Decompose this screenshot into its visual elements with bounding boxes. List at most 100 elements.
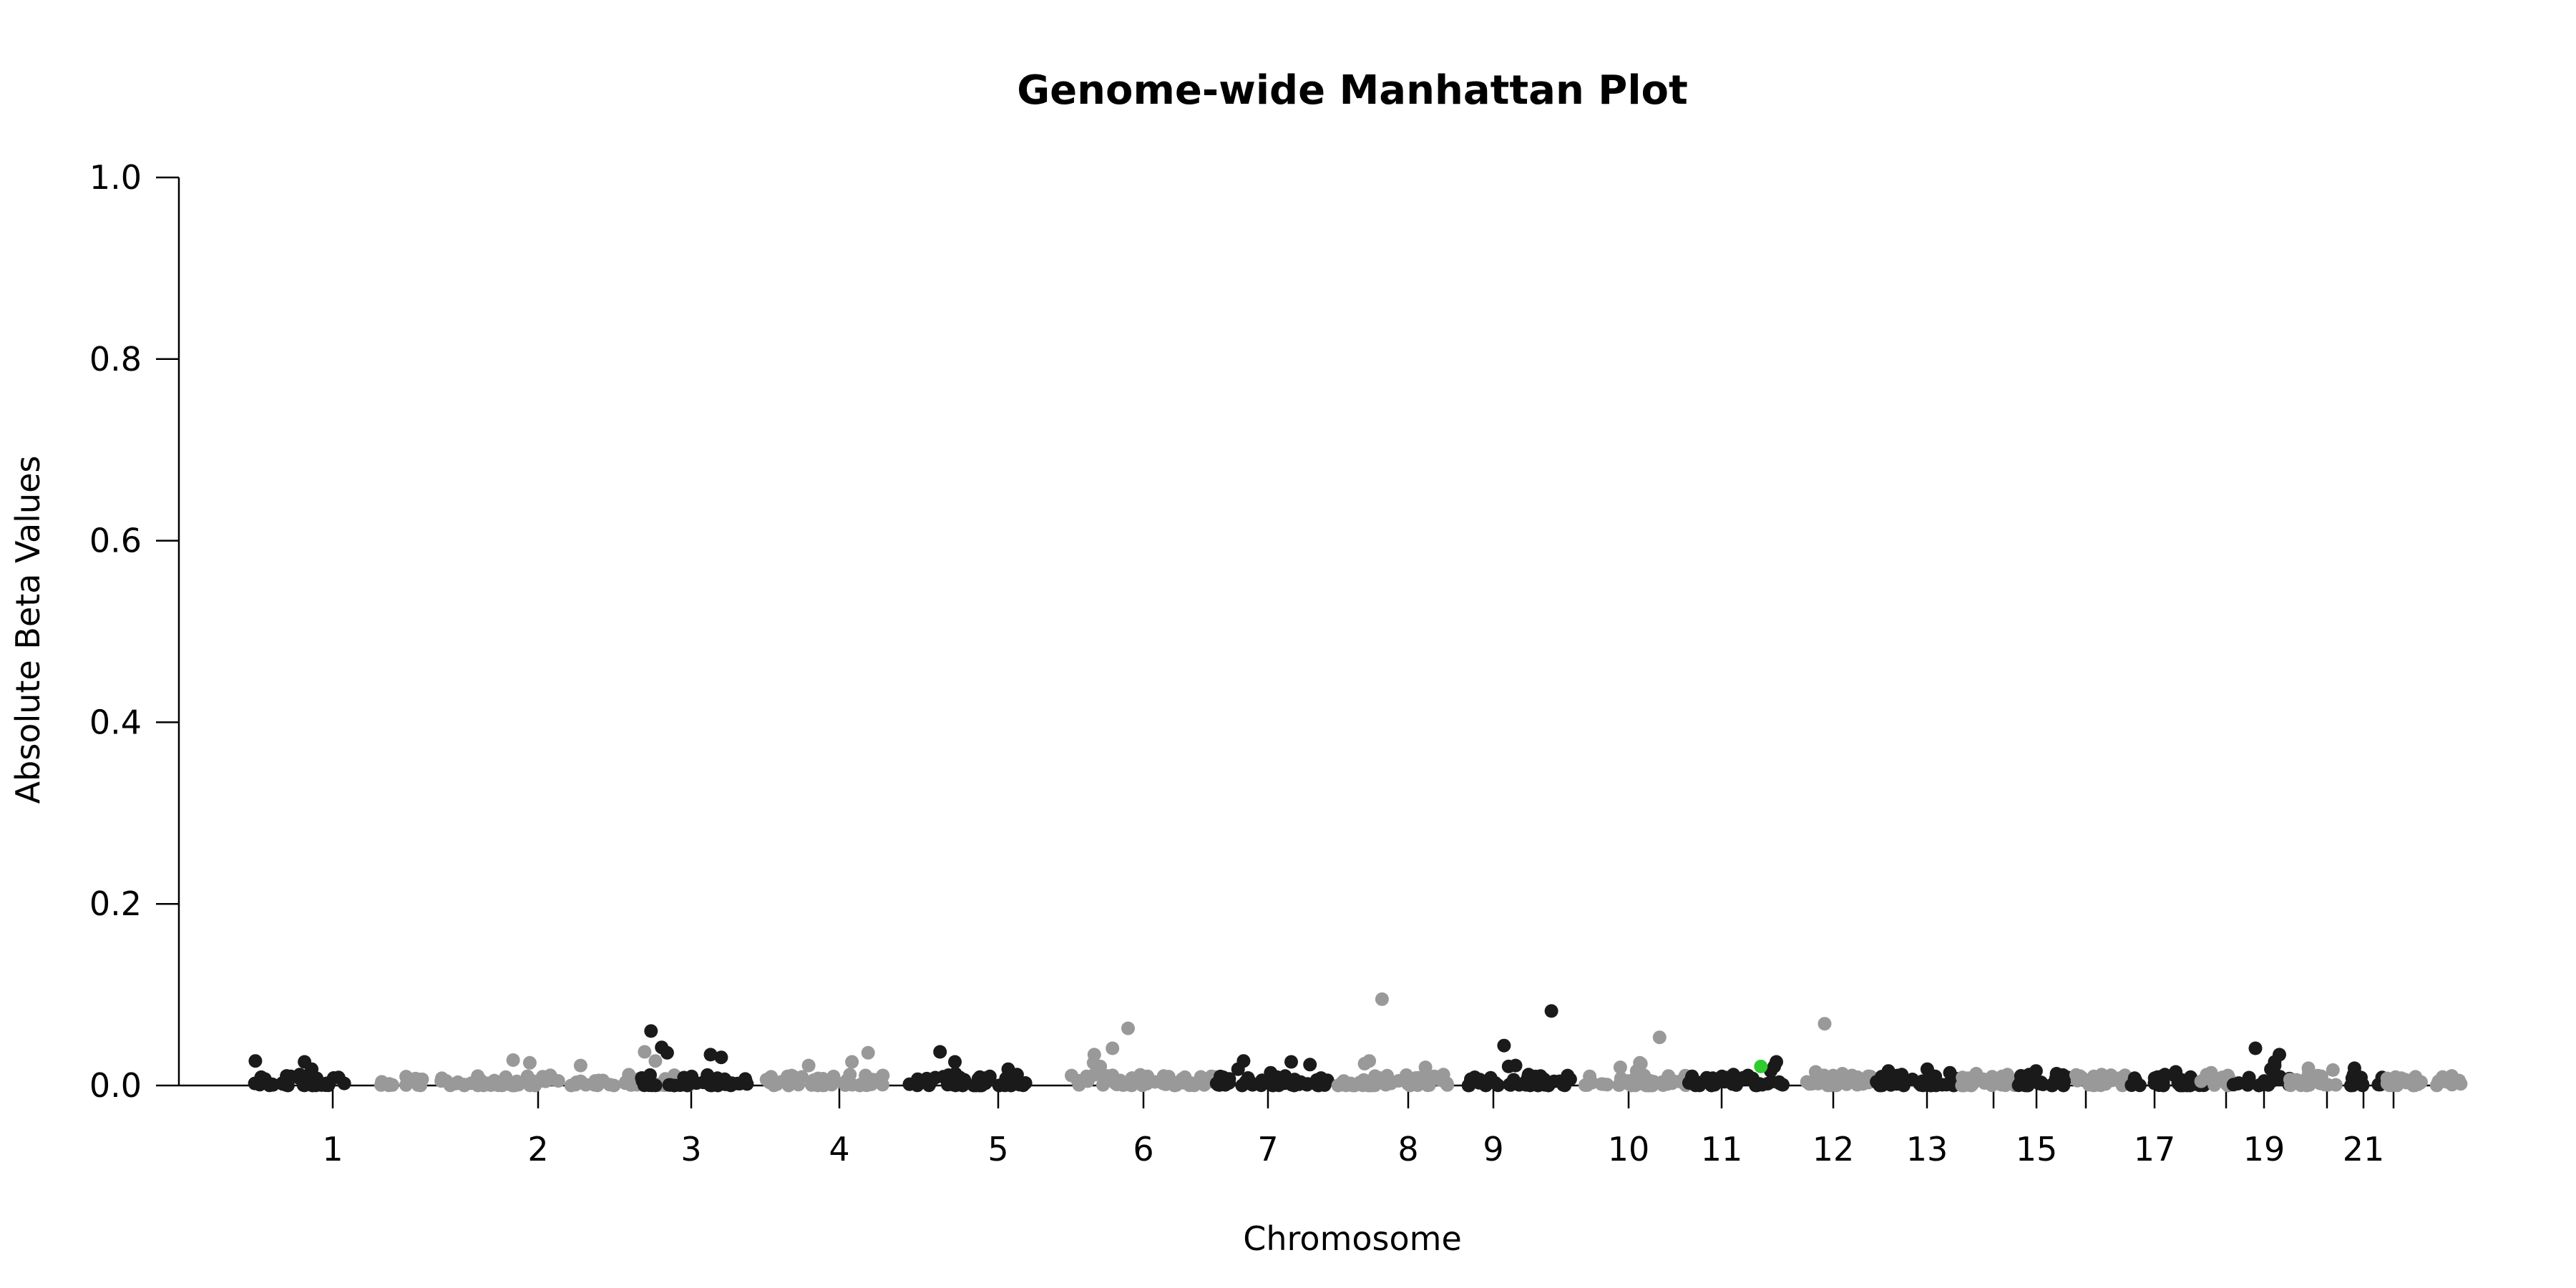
data-point <box>781 1069 794 1083</box>
data-point <box>816 1073 831 1087</box>
data-point <box>1368 1069 1382 1083</box>
data-point <box>305 1062 319 1076</box>
data-point <box>1436 1068 1450 1082</box>
data-point <box>2205 1071 2220 1085</box>
data-point <box>1714 1069 1729 1083</box>
data-point <box>971 1077 985 1091</box>
data-point <box>1996 1073 2009 1087</box>
x-tick-label: 15 <box>2016 1130 2058 1169</box>
y-tick-label: 0.0 <box>89 1066 142 1105</box>
y-tick-label: 0.6 <box>89 522 142 560</box>
data-point <box>660 1045 674 1060</box>
data-point <box>2451 1074 2465 1088</box>
data-point <box>1583 1069 1597 1083</box>
data-point <box>1533 1069 1548 1083</box>
data-point <box>1501 1059 1516 1073</box>
x-tick-label: 9 <box>1483 1130 1503 1169</box>
y-axis-label: Absolute Beta Values <box>9 456 47 804</box>
data-point <box>1750 1078 1764 1093</box>
data-point <box>795 1070 809 1084</box>
x-tick-label: 10 <box>1608 1130 1650 1169</box>
x-tick-label: 17 <box>2134 1130 2176 1169</box>
data-point <box>1840 1077 1854 1091</box>
data-point <box>648 1054 663 1068</box>
data-point <box>1729 1078 1743 1092</box>
data-point <box>1613 1060 1627 1075</box>
x-tick-label: 5 <box>987 1130 1008 1169</box>
data-point <box>1356 1078 1370 1093</box>
data-point <box>607 1078 621 1093</box>
data-point <box>843 1068 857 1082</box>
data-point <box>1629 1064 1644 1078</box>
x-axis-ticks: 1 2 3 4 5 6 7 8 9 10 11 12 13 15 17 19 21 <box>322 1085 2395 1169</box>
data-point <box>1497 1038 1511 1053</box>
data-point <box>1093 1059 1108 1073</box>
data-point <box>266 1078 280 1092</box>
data-point <box>723 1078 738 1093</box>
data-point <box>1097 1070 1111 1084</box>
data-point <box>1412 1070 1426 1085</box>
chart-title: Genome-wide Manhattan Plot <box>1017 67 1688 114</box>
data-points <box>248 992 2468 1093</box>
data-point <box>2178 1075 2192 1089</box>
x-tick-label: 21 <box>2343 1130 2385 1169</box>
data-point <box>703 1048 718 1062</box>
data-point <box>1705 1078 1719 1092</box>
data-point <box>1418 1060 1433 1075</box>
y-axis-ticks: 0.0 0.2 0.4 0.6 0.8 1.0 <box>89 158 179 1105</box>
data-point <box>2216 1073 2230 1087</box>
data-point <box>2414 1075 2427 1090</box>
data-point <box>2294 1078 2308 1093</box>
data-point <box>1612 1078 1626 1092</box>
data-point <box>1303 1058 1317 1072</box>
data-point <box>936 1070 950 1084</box>
data-point <box>2232 1076 2246 1091</box>
data-point <box>1928 1069 1943 1083</box>
data-point <box>306 1078 320 1093</box>
data-point <box>546 1072 560 1086</box>
x-tick-label: 2 <box>527 1130 548 1169</box>
data-point <box>845 1055 859 1069</box>
data-point <box>2017 1069 2031 1083</box>
data-point <box>1336 1076 1350 1091</box>
data-point <box>706 1077 720 1091</box>
data-point <box>1776 1078 1790 1092</box>
x-tick-label: 19 <box>2243 1130 2285 1169</box>
x-axis-label: Chromosome <box>1243 1219 1462 1258</box>
data-point <box>1961 1071 1976 1085</box>
data-point <box>1176 1075 1190 1090</box>
data-point <box>1110 1078 1124 1092</box>
data-point <box>1558 1078 1572 1093</box>
data-point <box>1596 1077 1610 1091</box>
data-point <box>995 1078 1009 1092</box>
data-point <box>2147 1071 2162 1085</box>
y-tick-label: 1.0 <box>89 158 142 197</box>
data-point <box>1483 1070 1498 1085</box>
data-point <box>568 1078 582 1092</box>
data-point <box>933 1045 947 1059</box>
data-point <box>474 1075 489 1089</box>
data-point <box>1857 1074 1871 1088</box>
data-point <box>1655 1075 1669 1089</box>
data-point <box>859 1078 874 1093</box>
data-point <box>1284 1055 1298 1069</box>
x-tick-label: 7 <box>1257 1130 1278 1169</box>
data-point <box>434 1074 449 1088</box>
data-point <box>956 1077 970 1091</box>
data-point <box>573 1058 587 1073</box>
data-point <box>685 1069 699 1083</box>
x-tick-label: 11 <box>1701 1130 1743 1169</box>
data-point <box>1881 1064 1896 1078</box>
data-point <box>1943 1065 1957 1080</box>
data-point <box>1913 1078 1928 1092</box>
data-point <box>714 1050 728 1065</box>
data-point <box>2326 1063 2340 1077</box>
data-point <box>1835 1067 1850 1080</box>
data-point <box>1125 1071 1139 1085</box>
data-point <box>457 1078 471 1092</box>
data-point <box>253 1078 267 1092</box>
data-point <box>1187 1078 1201 1093</box>
x-tick-label: 3 <box>680 1130 701 1169</box>
data-point <box>2129 1073 2143 1088</box>
